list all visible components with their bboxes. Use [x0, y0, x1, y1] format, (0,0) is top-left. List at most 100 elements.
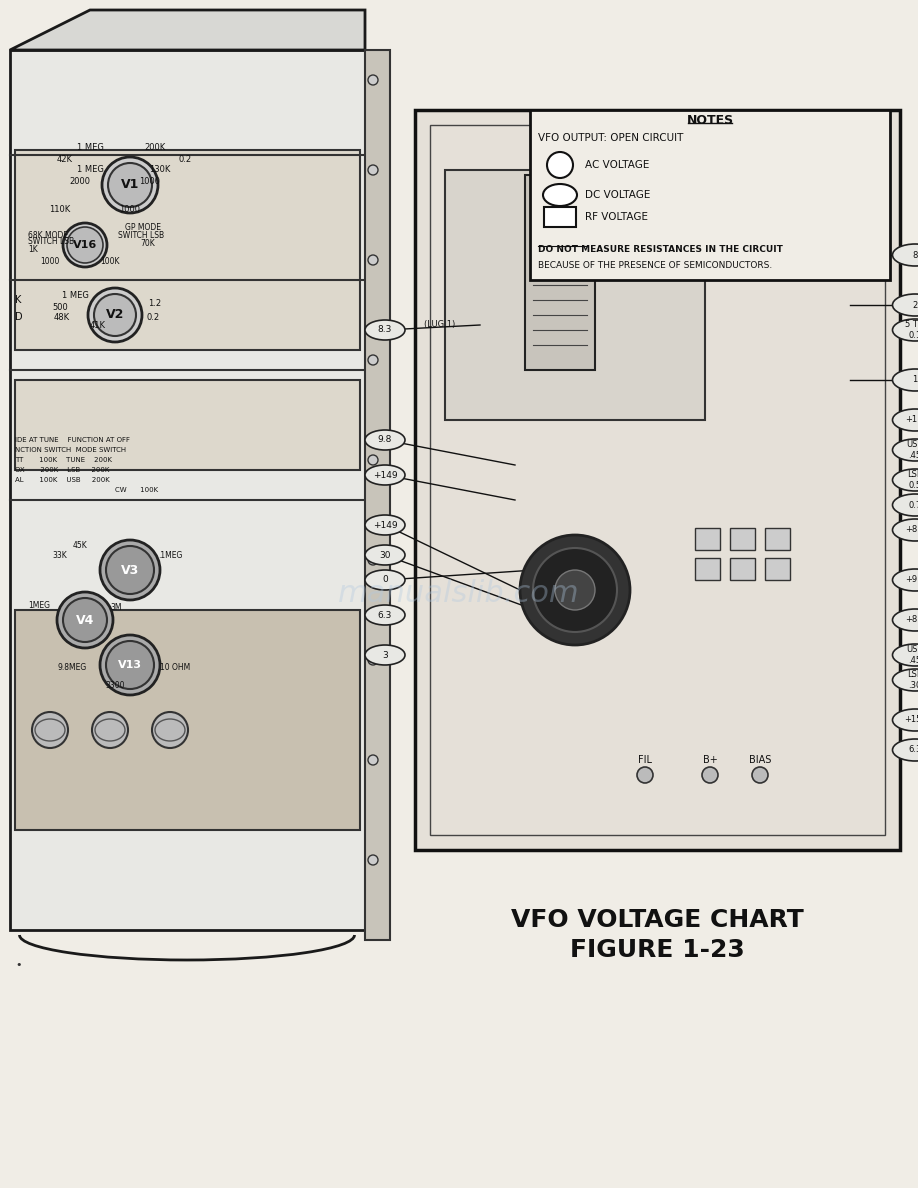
Text: DO NOT MEASURE RESISTANCES IN THE CIRCUIT: DO NOT MEASURE RESISTANCES IN THE CIRCUI…: [538, 246, 783, 254]
Text: +149: +149: [373, 520, 397, 530]
Text: 100K: 100K: [100, 258, 119, 266]
Text: 1000: 1000: [40, 258, 60, 266]
Text: +8.7: +8.7: [905, 615, 918, 625]
Circle shape: [698, 153, 712, 168]
Text: V2: V2: [106, 309, 124, 322]
Text: 1000: 1000: [119, 206, 140, 215]
Ellipse shape: [892, 469, 918, 491]
Ellipse shape: [892, 569, 918, 590]
Ellipse shape: [892, 369, 918, 391]
Ellipse shape: [892, 244, 918, 266]
Circle shape: [783, 148, 807, 172]
Bar: [695, 558, 720, 580]
Circle shape: [108, 163, 152, 207]
Text: 33K: 33K: [52, 550, 67, 560]
Bar: [10, 50, 365, 930]
Text: LSB
.30: LSB .30: [907, 670, 918, 690]
Text: 9.8: 9.8: [378, 436, 392, 444]
Circle shape: [92, 712, 128, 748]
Text: 200K: 200K: [144, 144, 165, 152]
Text: 130K: 130K: [150, 165, 171, 175]
Ellipse shape: [365, 605, 405, 625]
Text: manualslib.com: manualslib.com: [338, 580, 580, 608]
Circle shape: [520, 535, 630, 645]
Circle shape: [637, 767, 653, 783]
Text: 5 TO
0.1: 5 TO 0.1: [905, 321, 918, 340]
Text: OX       200K    LSB     200K: OX 200K LSB 200K: [15, 467, 109, 473]
Text: 1MEG: 1MEG: [28, 600, 50, 609]
Circle shape: [693, 148, 717, 172]
Polygon shape: [10, 10, 365, 50]
Text: VFO VOLTAGE CHART: VFO VOLTAGE CHART: [511, 908, 804, 933]
Text: 6.3: 6.3: [908, 746, 918, 754]
Bar: [15, 380, 360, 470]
Circle shape: [88, 287, 142, 342]
Text: 2000: 2000: [70, 177, 91, 187]
Circle shape: [752, 767, 768, 783]
Bar: [765, 558, 790, 580]
Ellipse shape: [365, 570, 405, 590]
Ellipse shape: [892, 739, 918, 762]
Ellipse shape: [365, 430, 405, 450]
Circle shape: [368, 555, 378, 565]
Circle shape: [368, 655, 378, 665]
Circle shape: [368, 855, 378, 865]
Text: 8: 8: [912, 251, 918, 259]
Text: •: •: [15, 960, 21, 969]
Text: 110K: 110K: [50, 206, 71, 215]
Ellipse shape: [892, 519, 918, 541]
Text: BIAS: BIAS: [749, 756, 771, 765]
Circle shape: [67, 227, 103, 263]
Text: 1.2: 1.2: [149, 299, 162, 309]
Circle shape: [63, 598, 107, 642]
Circle shape: [702, 767, 718, 783]
Circle shape: [368, 355, 378, 365]
Text: 41K: 41K: [90, 321, 106, 329]
Circle shape: [368, 255, 378, 265]
Text: LSB
0.5: LSB 0.5: [907, 470, 918, 489]
Text: 1000: 1000: [140, 177, 161, 187]
Text: USB
.45: USB .45: [906, 645, 918, 665]
Circle shape: [94, 293, 136, 336]
Circle shape: [63, 223, 107, 267]
Text: D: D: [15, 312, 23, 322]
Bar: [415, 110, 900, 849]
Text: 9.8MEG: 9.8MEG: [58, 664, 87, 672]
Text: 8.3: 8.3: [378, 326, 392, 335]
Bar: [765, 527, 790, 550]
Ellipse shape: [543, 184, 577, 206]
Bar: [365, 50, 390, 940]
Circle shape: [102, 157, 158, 213]
Text: +149: +149: [373, 470, 397, 480]
Bar: [15, 150, 360, 350]
Ellipse shape: [892, 609, 918, 631]
Text: 0.2: 0.2: [178, 156, 192, 164]
Text: NCTION SWITCH  MODE SWITCH: NCTION SWITCH MODE SWITCH: [15, 447, 126, 453]
Text: USB
.45: USB .45: [906, 441, 918, 460]
Bar: [525, 175, 595, 369]
Circle shape: [368, 455, 378, 465]
Ellipse shape: [892, 644, 918, 666]
Ellipse shape: [365, 645, 405, 665]
Text: +1.7: +1.7: [905, 416, 918, 424]
Text: 0.2: 0.2: [147, 312, 160, 322]
Text: 0: 0: [382, 575, 388, 584]
Text: 2: 2: [912, 301, 918, 310]
Text: FIL: FIL: [638, 756, 652, 765]
Bar: [695, 527, 720, 550]
Text: IDE AT TUNE    FUNCTION AT OFF: IDE AT TUNE FUNCTION AT OFF: [15, 437, 130, 443]
Circle shape: [547, 152, 573, 178]
Text: 6.3: 6.3: [378, 611, 392, 619]
Text: .1MEG: .1MEG: [158, 550, 182, 560]
Circle shape: [106, 642, 154, 689]
Text: 1 MEG: 1 MEG: [76, 144, 104, 152]
Text: 0.7: 0.7: [909, 500, 918, 510]
Circle shape: [555, 570, 595, 609]
Ellipse shape: [892, 709, 918, 731]
Ellipse shape: [892, 440, 918, 461]
Text: 3: 3: [382, 651, 388, 659]
Text: 3M: 3M: [110, 604, 121, 613]
Circle shape: [533, 548, 617, 632]
Text: +150: +150: [903, 715, 918, 725]
Text: 42K: 42K: [57, 156, 73, 164]
